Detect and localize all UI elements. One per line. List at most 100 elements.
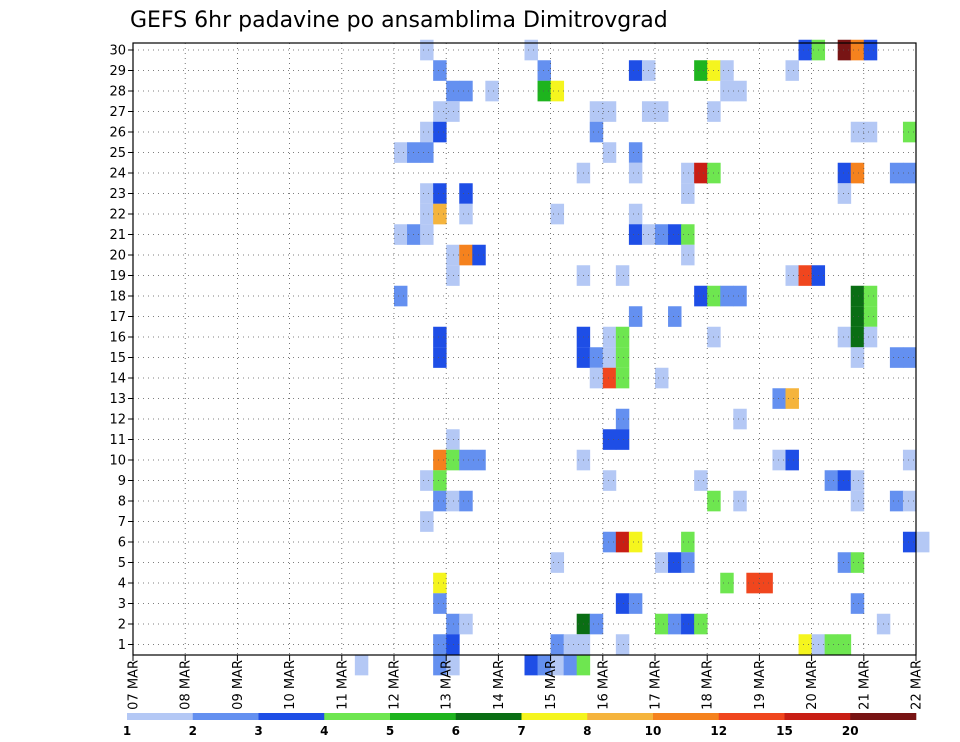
y-tick-label: 10 [109,454,126,469]
y-tick-label: 25 [109,146,126,161]
heatmap-cell [863,121,878,143]
heatmap-cell [563,654,578,676]
heatmap-cell [602,101,617,122]
legend-label: 3 [254,724,262,738]
heatmap-cell [550,203,565,225]
heatmap-cell [354,654,369,676]
y-tick-label: 9 [118,474,126,489]
heatmap-cell [433,593,447,614]
heatmap-cell [668,613,682,635]
heatmap-cell [628,531,643,553]
x-tick-label: 19 MAR [753,660,768,710]
x-tick-label: 15 MAR [544,660,559,710]
legend-swatch [192,713,259,720]
heatmap-cell [589,613,604,635]
heatmap-cell [602,470,617,491]
heatmap-cell [433,183,447,204]
heatmap-cell [798,634,812,655]
heatmap-cell [420,183,434,204]
x-tick-label: 12 MAR [388,660,403,710]
heatmap-cell [485,80,499,102]
y-tick-label: 4 [118,577,126,592]
y-tick-label: 28 [109,85,126,100]
y-tick-label: 26 [109,126,126,141]
heatmap-cell [655,613,669,635]
heatmap-cell [537,654,551,676]
legend-label: 5 [386,724,394,738]
legend-swatch [587,713,654,720]
heatmap-cell [446,490,460,512]
heatmap-cell [615,367,630,389]
heatmap-cell [772,449,786,471]
x-tick-label: 22 MAR [910,660,925,710]
heatmap-cell [863,39,878,61]
heatmap-cell [433,449,447,471]
y-tick-label: 8 [118,495,126,510]
legend-label: 10 [645,724,662,738]
heatmap-cell [837,552,852,573]
heatmap-cell [824,634,839,655]
y-axis: 1234567891011121314151617181920212223242… [109,44,133,653]
heatmap-cell [837,162,852,184]
heatmap-cell [524,39,538,61]
heatmap-cell [459,183,473,204]
heatmap-cell [837,39,852,61]
heatmap-cell [837,326,852,348]
heatmap-cell [433,121,447,143]
heatmap-cell [837,634,852,655]
heatmap-cell [615,531,630,553]
heatmap-cell [889,162,904,184]
heatmap-cell [733,80,747,102]
heatmap-cell [902,162,917,184]
y-tick-label: 19 [109,269,126,284]
legend-swatch [521,713,588,720]
heatmap-cell [694,613,708,635]
heatmap-cell [472,449,486,471]
heatmap-cell [863,326,878,348]
y-tick-label: 22 [109,208,126,223]
heatmap-cell [459,613,473,635]
plot-frame [132,42,917,656]
heatmap-cell [628,224,643,245]
heatmap-cell [550,552,565,573]
heatmap-cell [550,634,565,655]
heatmap-cell [420,511,434,532]
y-tick-label: 7 [118,515,126,530]
legend-label: 4 [320,724,328,738]
heatmap-cell [655,367,669,389]
heatmap-cell [889,347,904,368]
heatmap-cell [433,470,447,491]
heatmap-cell [837,183,852,204]
heatmap-cell [863,306,878,327]
heatmap-cell [446,244,460,266]
heatmap-cell [433,634,447,655]
heatmap-cell [615,593,630,614]
heatmap-cell [668,224,682,245]
heatmap-cell [850,306,865,327]
heatmap-cell [785,449,799,471]
heatmap-cell [720,572,734,594]
heatmap-cell [394,285,408,307]
heatmap-cell [694,285,708,307]
heatmap-cell [459,490,473,512]
y-tick-label: 17 [109,310,126,325]
heatmap-cell [433,490,447,512]
heatmap-cell [916,531,930,553]
x-tick-label: 14 MAR [492,660,507,710]
legend-swatch [324,713,391,720]
heatmap-cell [615,634,630,655]
heatmap-cell [459,244,473,266]
legend-swatch [718,713,785,720]
heatmap-cell [902,121,917,143]
heatmap-cell [772,388,786,409]
y-tick-label: 6 [118,536,126,551]
heatmap-cell [628,306,643,327]
y-tick-label: 13 [109,392,126,407]
legend-label: 6 [452,724,460,738]
y-tick-label: 23 [109,187,126,202]
legend-swatch [127,713,194,720]
heatmap-cell [850,326,865,348]
heatmap-cell [720,60,734,81]
heatmap-cell [433,60,447,81]
heatmap-cell [628,162,643,184]
